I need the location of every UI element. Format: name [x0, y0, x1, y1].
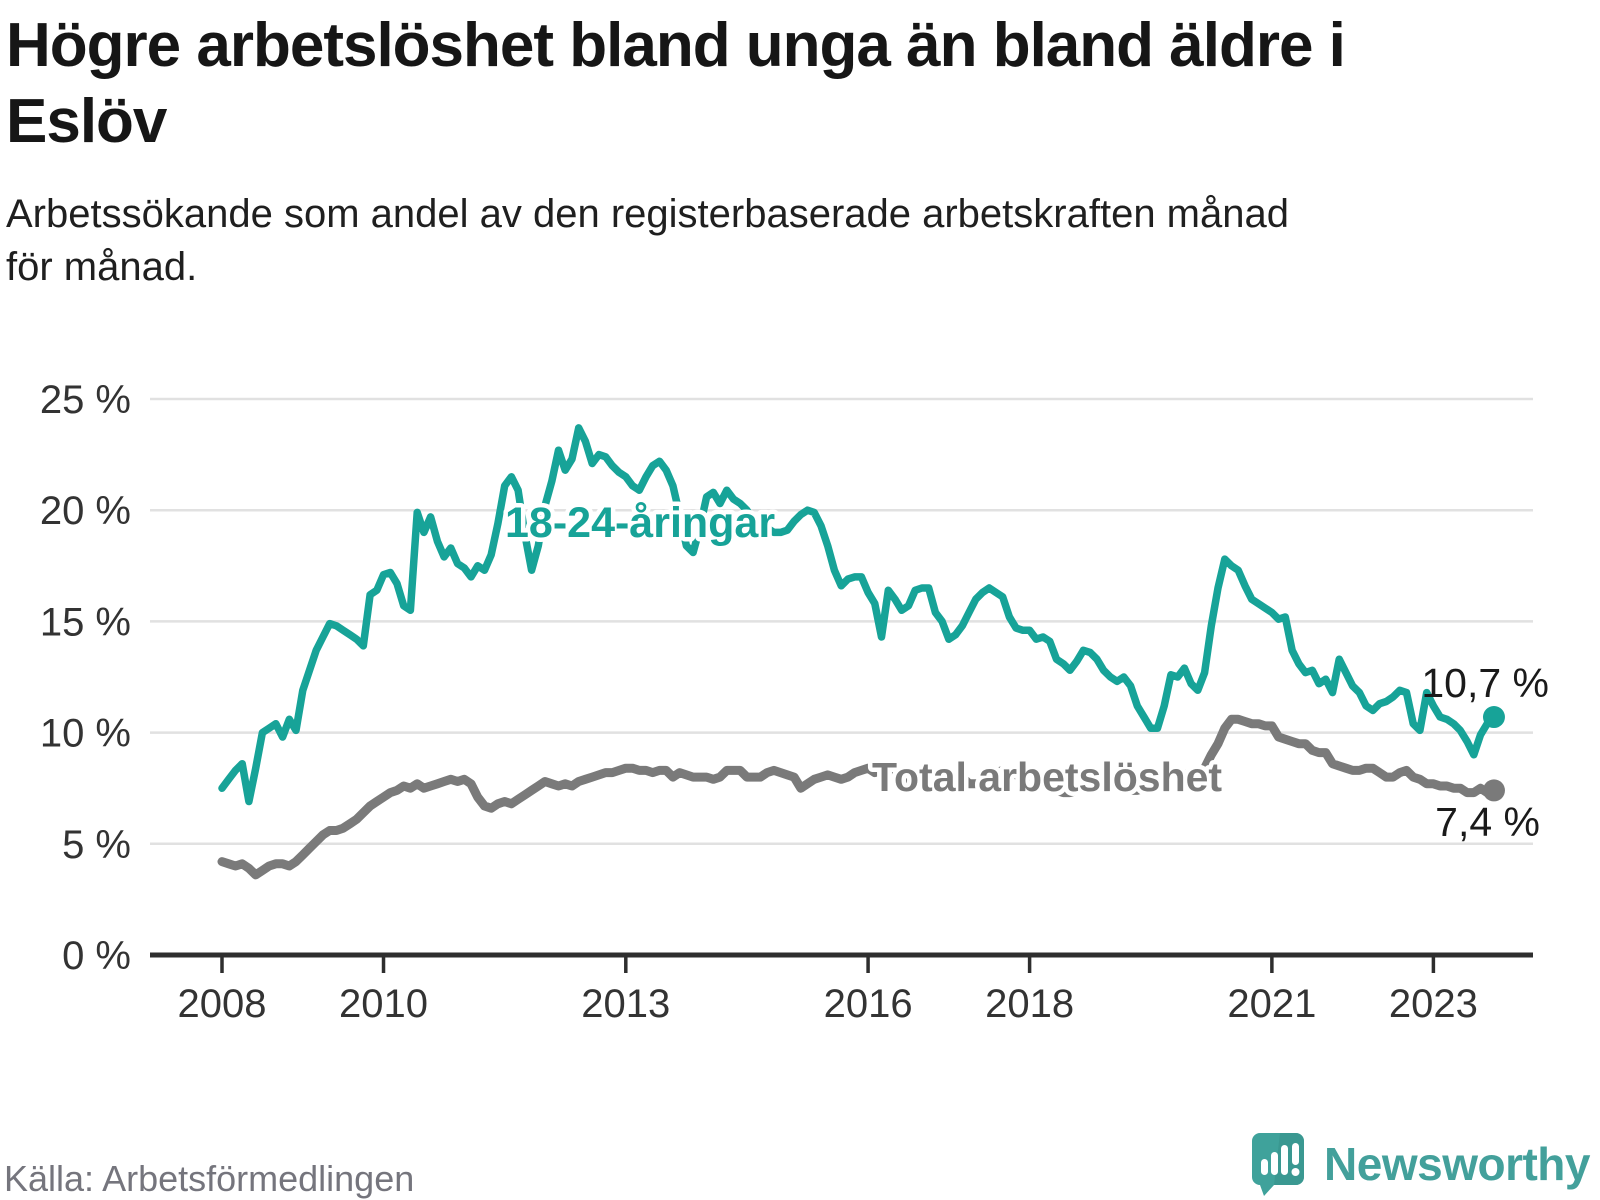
chart-subtitle: Arbetssökande som andel av den registerb…	[6, 188, 1566, 294]
x-axis-tick-label: 2021	[1227, 982, 1316, 1026]
newsworthy-branding: Newsworthy	[1250, 1128, 1590, 1200]
title-line-1: Högre arbetslöshet bland unga än bland ä…	[6, 11, 1346, 80]
x-axis-tick-label: 2023	[1389, 982, 1478, 1026]
x-axis-tick-label: 2018	[985, 982, 1074, 1026]
y-axis-tick-label: 10 %	[40, 712, 131, 756]
x-axis-tick-label: 2008	[178, 982, 267, 1026]
series-end-dot-total	[1482, 779, 1505, 802]
series-label-total: Total arbetslöshet	[872, 754, 1222, 800]
y-axis-tick-label: 25 %	[40, 378, 131, 422]
x-axis-tick-label: 2013	[581, 982, 670, 1026]
page-title: Högre arbetslöshet bland unga än bland ä…	[6, 8, 1566, 159]
series-label-young: 18-24-åringar	[505, 499, 775, 547]
x-axis-tick-label: 2016	[824, 982, 913, 1026]
series-line-total	[217, 714, 1499, 880]
source-note: Källa: Arbetsförmedlingen	[4, 1158, 415, 1199]
end-value-label-young: 10,7 %	[1421, 660, 1549, 706]
y-axis-tick-label: 15 %	[40, 600, 131, 644]
subtitle-line-1: Arbetssökande som andel av den registerb…	[6, 192, 1289, 236]
end-value-label-total: 7,4 %	[1435, 799, 1540, 845]
series-end-dot-young	[1482, 706, 1505, 729]
y-axis-tick-label: 0 %	[62, 934, 131, 978]
title-line-2: Eslöv	[6, 86, 167, 156]
brand-name: Newsworthy	[1324, 1138, 1590, 1190]
series-line-young	[218, 424, 1498, 806]
y-axis-tick-label: 5 %	[62, 823, 131, 867]
subtitle-line-2: för månad.	[6, 244, 198, 289]
y-axis-tick-label: 20 %	[40, 489, 131, 533]
newsworthy-logo-icon	[1252, 1133, 1305, 1196]
x-axis-tick-label: 2010	[339, 982, 428, 1026]
